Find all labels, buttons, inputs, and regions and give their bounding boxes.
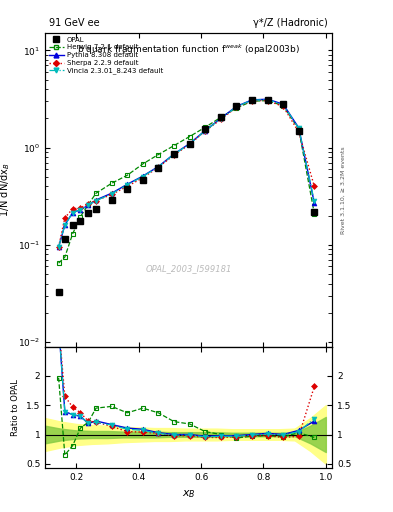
Y-axis label: Ratio to OPAL: Ratio to OPAL: [11, 379, 20, 436]
Text: γ*/Z (Hadronic): γ*/Z (Hadronic): [253, 18, 328, 28]
Y-axis label: Rivet 3.1.10, ≥ 3.2M events: Rivet 3.1.10, ≥ 3.2M events: [341, 146, 346, 234]
Text: b quark fragmentation function f$^{weak}$ (opal2003b): b quark fragmentation function f$^{weak}…: [77, 42, 300, 57]
Legend: OPAL, Herwig 7.2.1 default, Pythia 8.308 default, Sherpa 2.2.9 default, Vincia 2: OPAL, Herwig 7.2.1 default, Pythia 8.308…: [47, 35, 164, 76]
Text: OPAL_2003_I599181: OPAL_2003_I599181: [145, 264, 232, 273]
X-axis label: $x_B$: $x_B$: [182, 488, 195, 500]
Text: 91 GeV ee: 91 GeV ee: [49, 18, 100, 28]
Y-axis label: 1/N dN/dx$_B$: 1/N dN/dx$_B$: [0, 162, 13, 218]
